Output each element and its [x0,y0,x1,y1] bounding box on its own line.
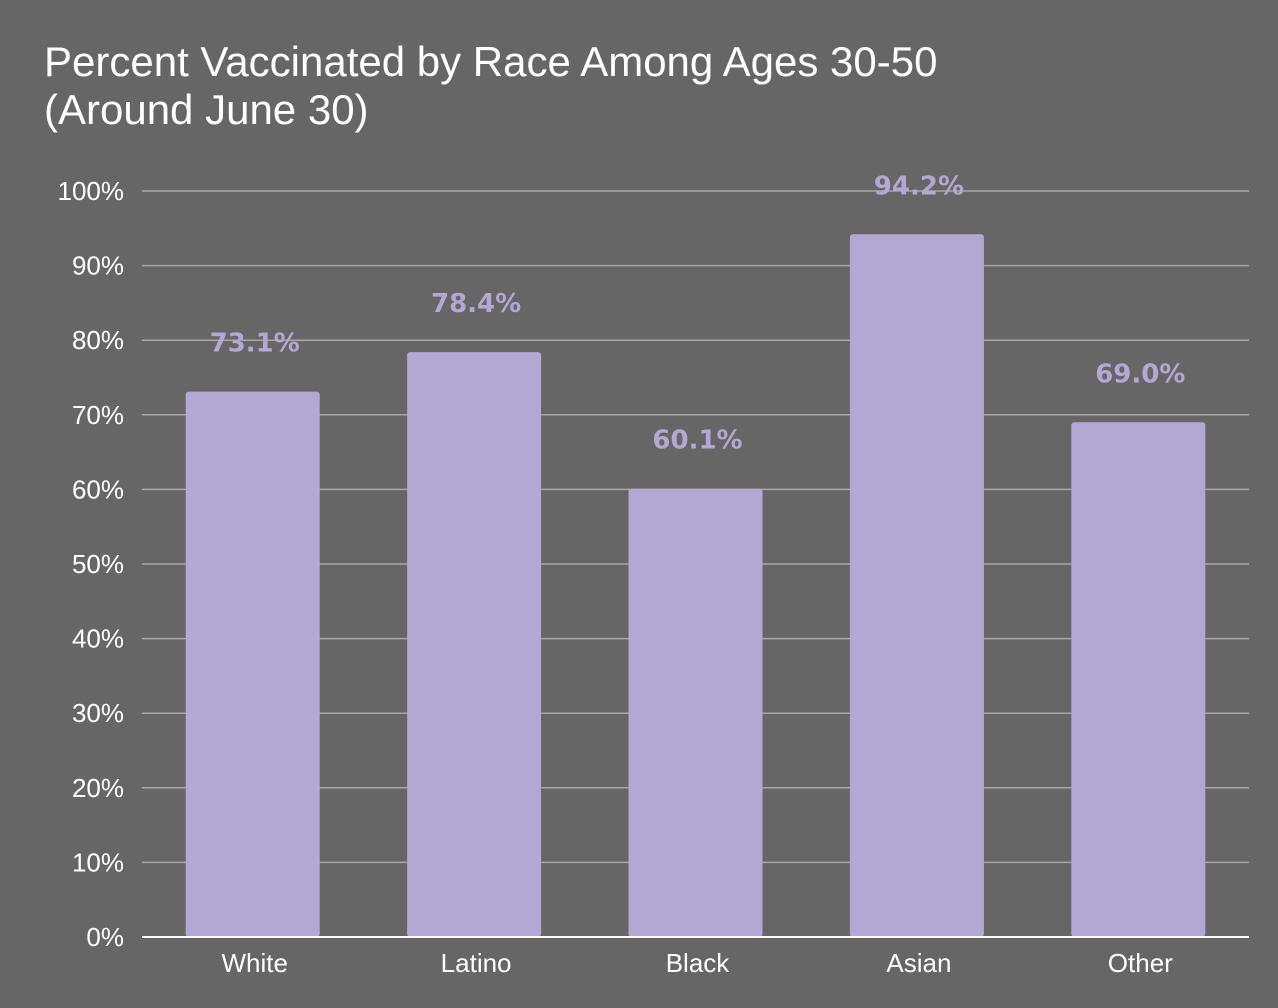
data-label-latino: 78.4% [431,289,521,319]
data-label-white: 73.1% [210,329,300,359]
bar-white [185,391,320,937]
y-tick-label: 60% [72,474,124,504]
data-label-asian: 94.2% [874,171,964,201]
y-tick-label: 50% [72,549,124,579]
chart-title: Percent Vaccinated by Race Among Ages 30… [44,38,937,134]
y-tick-label: 20% [72,773,124,803]
y-tick-label: 30% [72,698,124,728]
chart-title-line-1: Percent Vaccinated by Race Among Ages 30… [44,38,938,85]
bar-latino [407,352,542,937]
y-tick-label: 90% [72,251,124,281]
x-tick-label-asian: Asian [886,948,951,978]
x-tick-label-black: Black [666,948,731,978]
y-tick-label: 0% [86,922,124,952]
x-tick-label-latino: Latino [441,948,512,978]
y-tick-label: 40% [72,624,124,654]
x-tick-label-white: White [221,948,287,978]
bar-other [1071,422,1206,937]
x-tick-label-other: Other [1108,948,1173,978]
y-tick-label: 10% [72,847,124,877]
bar-asian [849,234,984,937]
y-tick-label: 80% [72,325,124,355]
chart-title-line-2: (Around June 30) [44,86,369,133]
data-label-other: 69.0% [1095,359,1185,389]
y-tick-label: 100% [58,176,125,206]
bar-black [628,488,763,937]
y-tick-label: 70% [72,400,124,430]
data-label-black: 60.1% [652,426,742,456]
